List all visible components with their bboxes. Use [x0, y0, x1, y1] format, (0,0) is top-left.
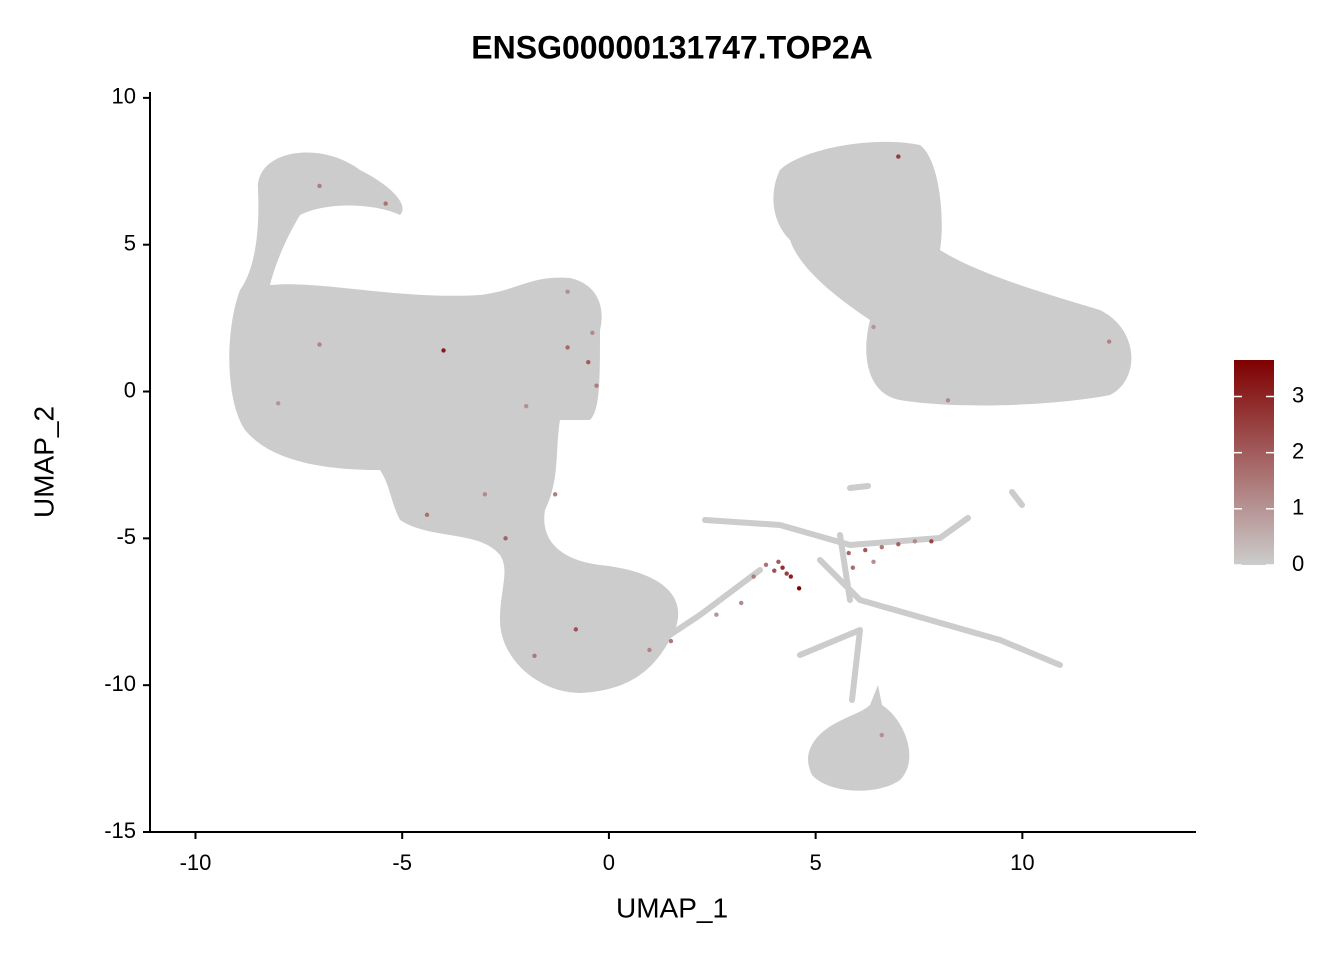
point: [784, 571, 789, 576]
x-tick-label: -5: [392, 850, 412, 875]
point: [424, 512, 430, 518]
point: [772, 568, 777, 573]
y-tick-label: -10: [104, 671, 136, 696]
point: [879, 732, 884, 738]
point: [275, 401, 281, 406]
point: [739, 600, 744, 606]
point: [763, 562, 769, 567]
point: [780, 565, 785, 570]
point: [896, 542, 901, 547]
colorbar-tick-label: 0: [1292, 551, 1304, 576]
point: [751, 574, 756, 579]
point: [714, 612, 719, 617]
cluster-region: [808, 685, 910, 791]
point: [850, 565, 856, 570]
point: [871, 324, 876, 330]
point: [586, 359, 591, 365]
cluster-region: [773, 141, 1132, 406]
point: [565, 289, 570, 294]
point: [912, 539, 918, 544]
y-tick-label: 10: [112, 84, 136, 109]
y-axis-label: UMAP_2: [28, 406, 59, 518]
point: [879, 544, 884, 550]
y-tick-label: 0: [124, 377, 136, 402]
point: [383, 201, 388, 206]
point: [647, 647, 652, 653]
y-tick-label: 5: [124, 231, 136, 256]
point: [565, 345, 570, 350]
cell-clouds: [229, 141, 1132, 791]
point: [668, 638, 674, 644]
point: [945, 398, 951, 403]
point: [896, 154, 901, 159]
cluster-strand: [797, 627, 863, 703]
colorbar-tick-label: 3: [1292, 382, 1304, 407]
point: [482, 492, 488, 497]
point: [317, 183, 322, 189]
point: [590, 330, 595, 335]
point: [863, 547, 868, 553]
point: [776, 559, 781, 565]
cluster-strand: [702, 515, 971, 548]
point: [594, 383, 599, 388]
cluster-strand: [617, 567, 763, 671]
x-tick-label: 0: [603, 850, 615, 875]
cluster-region: [229, 152, 679, 694]
point: [552, 492, 558, 497]
point: [573, 627, 579, 632]
point: [929, 539, 934, 544]
x-tick-label: -10: [180, 850, 212, 875]
cluster-strand: [837, 532, 853, 603]
point: [532, 653, 537, 659]
point: [871, 559, 876, 565]
point: [441, 348, 446, 353]
cluster-strand: [817, 557, 1063, 668]
point: [317, 342, 322, 347]
x-tick-label: 5: [810, 850, 822, 875]
point: [788, 574, 794, 579]
point: [503, 536, 508, 541]
point: [846, 550, 851, 556]
x-tick-label: 10: [1010, 850, 1034, 875]
y-tick-label: -5: [116, 524, 136, 549]
x-axis-label: UMAP_1: [616, 892, 728, 923]
cluster-strand: [1009, 489, 1025, 508]
cluster-strand: [847, 483, 871, 491]
colorbar: [1234, 360, 1274, 565]
point: [1106, 339, 1112, 344]
chart-title: ENSG00000131747.TOP2A: [471, 29, 872, 65]
colorbar-tick-label: 2: [1292, 438, 1304, 463]
y-tick-label: -15: [104, 818, 136, 843]
point: [796, 586, 802, 591]
colorbar-tick-label: 1: [1292, 495, 1304, 520]
point: [524, 404, 529, 409]
